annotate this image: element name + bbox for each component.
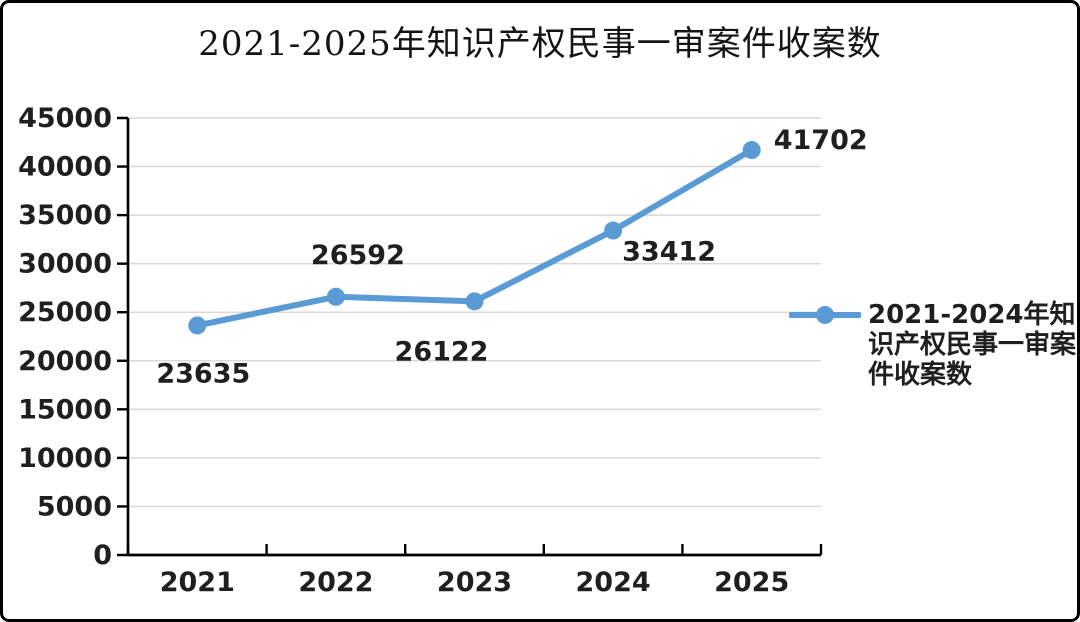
data-label: 26592	[311, 240, 405, 271]
legend-series-label: 2021-2024年知识产权民事一审案件收案数	[868, 300, 1077, 391]
y-axis-tick-label: 15000	[18, 394, 112, 425]
y-axis-tick-label: 35000	[18, 200, 112, 231]
chart-title: 2021-2025年知识产权民事一审案件收案数	[198, 24, 882, 64]
y-axis-tick-label: 0	[93, 540, 112, 571]
legend-line-marker-icon	[789, 306, 861, 324]
y-axis-tick-label: 5000	[37, 491, 112, 522]
data-point-marker	[604, 221, 623, 240]
x-axis-tick-label: 2024	[576, 567, 651, 598]
data-label: 26122	[395, 336, 489, 367]
legend: 2021-2024年知识产权民事一审案件收案数	[789, 300, 1077, 391]
data-point-marker	[465, 292, 484, 311]
y-axis-tick-label: 40000	[18, 152, 112, 183]
x-axis-tick-label: 2023	[437, 567, 512, 598]
y-axis-tick-label: 45000	[18, 103, 112, 134]
y-axis-tick-label: 25000	[18, 297, 112, 328]
data-point-marker	[326, 287, 345, 306]
y-axis-tick-label: 10000	[18, 443, 112, 474]
line-chart-plot: 0 5000 10000 15000 20000 25000 30000 35000 40000…	[18, 103, 868, 598]
x-axis-tick-label: 2021	[160, 567, 235, 598]
data-point-marker	[188, 316, 207, 335]
y-axis-tick-label: 20000	[18, 346, 112, 377]
x-axis-tick-label: 2022	[298, 567, 373, 598]
y-axis-tick-label: 30000	[18, 249, 112, 280]
data-label: 23635	[156, 358, 250, 389]
data-label: 41702	[774, 125, 868, 156]
x-axis-tick-label: 2025	[714, 567, 789, 598]
data-point-marker	[742, 141, 761, 160]
data-label: 33412	[622, 237, 716, 268]
